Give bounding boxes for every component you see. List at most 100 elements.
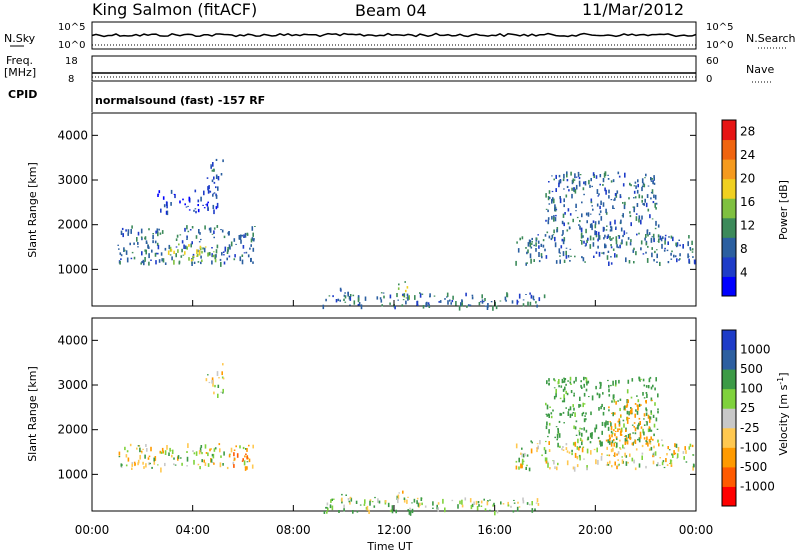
echo-cell [575, 420, 578, 423]
echo-cell [211, 179, 214, 183]
echo-cell [657, 408, 659, 411]
echo-cell [245, 251, 248, 254]
echo-cell [175, 253, 177, 258]
echo-cell [127, 229, 130, 234]
echo-cell [607, 234, 610, 238]
echo-cell [243, 234, 245, 238]
echo-cell [641, 444, 644, 448]
echo-cell [546, 380, 548, 383]
echo-cell [525, 262, 527, 266]
echo-cell [673, 450, 675, 455]
echo-cell [198, 450, 201, 455]
echo-cell [584, 261, 586, 263]
echo-cell [164, 247, 167, 251]
power-data [117, 158, 696, 311]
echo-cell [560, 413, 563, 416]
echo-cell [589, 213, 592, 215]
echo-cell [145, 249, 147, 255]
echo-cell [586, 239, 588, 244]
echo-cell [405, 297, 408, 299]
echo-cell [631, 408, 633, 414]
echo-cell [141, 450, 143, 454]
echo-cell [242, 458, 244, 461]
echo-cell [673, 254, 675, 258]
echo-cell [347, 498, 350, 501]
echo-cell [188, 196, 191, 202]
echo-cell [407, 509, 409, 511]
echo-cell [127, 457, 130, 462]
echo-cell [458, 305, 461, 311]
echo-cell [572, 412, 575, 414]
echo-cell [147, 457, 150, 460]
echo-cell [527, 301, 529, 307]
echo-cell [606, 446, 608, 450]
echo-cell [545, 460, 548, 464]
echo-cell [219, 462, 222, 468]
echo-cell [638, 417, 641, 420]
echo-cell [506, 292, 508, 297]
echo-cell [212, 194, 214, 197]
echo-cell [606, 235, 609, 239]
echo-cell [207, 463, 210, 467]
echo-cell [647, 428, 650, 433]
echo-cell [323, 511, 326, 514]
echo-cell [461, 302, 463, 307]
echo-cell [578, 180, 581, 184]
echo-cell [337, 298, 340, 302]
echo-cell [662, 236, 664, 239]
echo-cell [233, 449, 236, 451]
echo-cell [586, 465, 588, 470]
echo-cell [252, 444, 254, 449]
echo-cell [607, 426, 610, 431]
echo-cell [444, 507, 446, 513]
echo-cell [618, 463, 620, 466]
echo-cell [598, 213, 601, 216]
echo-cell [246, 456, 248, 459]
echo-cell [205, 452, 208, 454]
echo-cell [341, 493, 343, 496]
echo-cell [204, 462, 207, 466]
echo-cell [364, 499, 366, 504]
echo-cell [655, 207, 657, 210]
echo-cell [599, 210, 602, 213]
echo-cell [577, 173, 580, 177]
echo-cell [572, 218, 574, 223]
echo-cell [188, 244, 190, 247]
echo-cell [479, 301, 482, 303]
echo-cell [585, 379, 588, 384]
echo-cell [248, 458, 251, 463]
echo-cell [612, 447, 614, 452]
echo-cell [205, 378, 208, 382]
echo-cell [552, 234, 555, 236]
echo-cell [648, 426, 651, 429]
echo-cell [492, 504, 494, 507]
echo-cell [689, 443, 692, 447]
echo-cell [416, 500, 418, 505]
echo-cell [588, 179, 590, 185]
echo-cell [133, 461, 136, 464]
echo-cell [140, 450, 143, 452]
echo-cell [520, 463, 522, 469]
echo-cell [624, 441, 627, 445]
echo-cell [513, 499, 515, 501]
echo-cell [655, 417, 658, 422]
echo-cell [126, 257, 129, 263]
echo-cell [211, 453, 214, 457]
echo-cell [174, 194, 176, 199]
echo-cell [660, 237, 663, 242]
echo-cell [341, 497, 343, 502]
echo-cell [626, 440, 629, 445]
echo-cell [538, 260, 541, 263]
echo-cell [558, 433, 561, 438]
echo-cell [557, 462, 559, 466]
echo-cell [578, 430, 580, 432]
echo-cell [559, 259, 561, 264]
echo-cell [594, 427, 596, 433]
echo-cell [600, 382, 602, 387]
echo-cell [140, 262, 142, 265]
echo-cell [608, 394, 611, 397]
echo-cell [529, 253, 532, 259]
echo-cell [657, 224, 660, 228]
echo-cell [142, 461, 144, 465]
echo-cell [565, 247, 568, 249]
